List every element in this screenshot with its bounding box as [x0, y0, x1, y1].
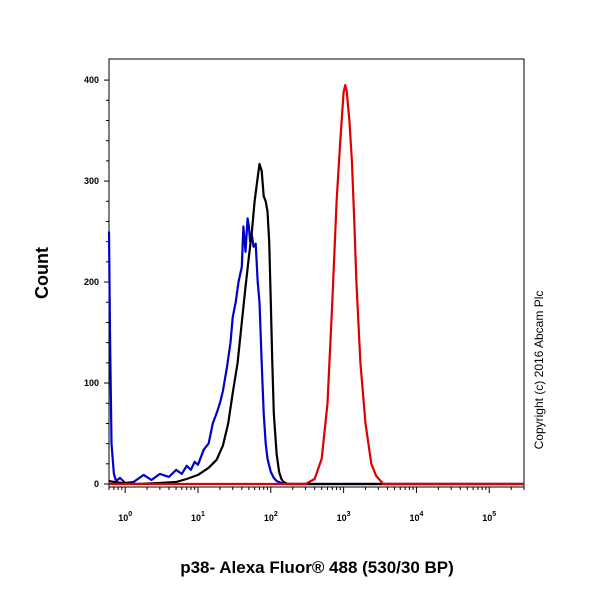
series-line-0: [107, 217, 524, 486]
x-tick-label: 102: [264, 511, 278, 523]
x-tick-label: 100: [118, 511, 132, 523]
y-axis-title: Count: [32, 247, 52, 299]
series-line-2: [109, 83, 524, 486]
y-tick-label: 300: [84, 176, 99, 186]
series-line-1: [108, 162, 524, 486]
plot-frame: [108, 58, 525, 488]
y-tick-label: 200: [84, 277, 99, 287]
series-layer: [107, 83, 524, 486]
x-axis-title: p38- Alexa Fluor® 488 (530/30 BP): [180, 558, 454, 577]
y-tick-label: 100: [84, 378, 99, 388]
y-tick-label: 0: [94, 479, 99, 489]
y-tick-label: 400: [84, 75, 99, 85]
x-tick-label: 105: [482, 511, 496, 523]
x-axis: 100 101 102 103 104 105: [108, 487, 525, 523]
y-axis: 0 100 200 300 400: [84, 75, 109, 489]
x-tick-label: 103: [337, 511, 351, 523]
x-tick-label: 104: [409, 511, 423, 523]
copyright-annotation: Copyright (c) 2016 Abcam Plc: [532, 291, 546, 450]
x-tick-label: 101: [191, 511, 205, 523]
